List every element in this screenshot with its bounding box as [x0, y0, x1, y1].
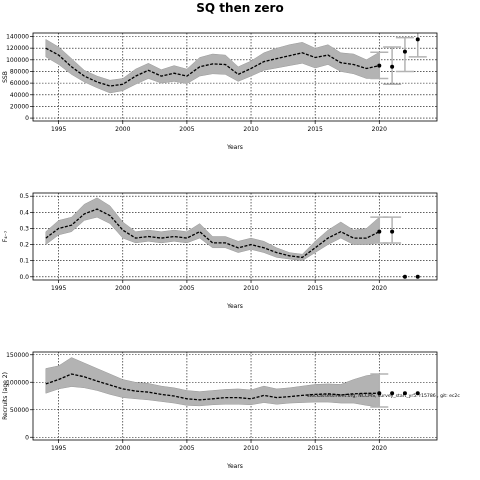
x-tick-label: 2020 — [372, 285, 387, 292]
projection-point — [402, 49, 407, 54]
plot-frame — [32, 351, 438, 441]
y-axis-label: Recruits (age 2) — [2, 372, 9, 420]
projection-point — [390, 64, 395, 69]
y-tick-label: 0.0 — [19, 274, 29, 281]
projection-point — [377, 391, 382, 396]
y-tick-label: 40000 — [10, 92, 29, 99]
y-tick-label: 20000 — [10, 103, 29, 110]
x-tick-label: 2005 — [179, 126, 194, 133]
projection-point — [390, 391, 395, 396]
y-tick-label: 120000 — [6, 45, 29, 52]
projection-point — [402, 391, 407, 396]
x-tick-label: 2000 — [115, 285, 130, 292]
projection-point — [377, 229, 382, 234]
plot-frame — [32, 32, 438, 122]
panel-f: 1995 2000 2005 2010 2015 2020 0.0 0.1 0.2 0.3 0.4 0… — [2, 192, 438, 310]
y-tick-label: 140000 — [6, 33, 29, 40]
panel-recruits: 1995 2000 2005 2010 2015 2020 0 50000 100000 1500… — [2, 351, 460, 470]
x-tick-label: 2000 — [115, 445, 130, 452]
projection-point — [390, 229, 395, 234]
x-tick-label: 2010 — [243, 445, 258, 452]
projection-point — [402, 274, 407, 279]
confidence-band — [45, 197, 380, 261]
median-line — [45, 373, 380, 401]
y-tick-label: 150000 — [6, 352, 29, 359]
median-line — [45, 208, 380, 259]
panel-ssb: 1995 2000 2005 2010 2015 2020 0 20000 40000 60000… — [2, 32, 438, 151]
y-tick-label: 0 — [25, 115, 29, 122]
projection-point — [415, 274, 420, 279]
figure-title: SQ then zero — [196, 1, 284, 15]
y-tick-label: 60000 — [10, 80, 29, 87]
y-tick-label: 0 — [25, 434, 29, 441]
y-tick-label: 80000 — [10, 68, 29, 75]
y-tick-label: 0.2 — [19, 242, 29, 249]
x-tick-label: 2005 — [179, 285, 194, 292]
y-tick-label: 100000 — [6, 57, 29, 64]
x-tick-label: 2015 — [308, 285, 323, 292]
x-tick-label: 1995 — [51, 126, 66, 133]
x-axis-label: Years — [226, 463, 243, 470]
x-tick-label: 2005 — [179, 445, 194, 452]
y-axis-label: F₄₋₇ — [2, 230, 9, 242]
x-tick-label: 2020 — [372, 445, 387, 452]
y-tick-label: 50000 — [10, 407, 29, 414]
x-tick-label: 1995 — [51, 285, 66, 292]
x-tick-label: 2000 — [115, 126, 130, 133]
confidence-band — [45, 38, 380, 94]
confidence-band — [45, 357, 380, 408]
projection-point — [415, 391, 420, 396]
median-line — [45, 47, 380, 87]
x-tick-label: 2010 — [243, 285, 258, 292]
x-tick-label: 1995 — [51, 445, 66, 452]
provenance-note: stockassessment.org, NCCMS, survey_start… — [307, 393, 460, 399]
plot-frame — [32, 192, 438, 281]
x-axis-label: Years — [226, 144, 243, 151]
y-tick-label: 0.3 — [19, 225, 29, 232]
y-tick-label: 0.4 — [19, 209, 29, 216]
x-tick-label: 2015 — [308, 126, 323, 133]
x-tick-label: 2010 — [243, 126, 258, 133]
y-tick-label: 100000 — [6, 379, 29, 386]
y-axis-label: SSB — [2, 71, 9, 83]
x-axis-label: Years — [226, 303, 243, 310]
x-tick-label: 2020 — [372, 126, 387, 133]
x-tick-label: 2015 — [308, 445, 323, 452]
y-tick-label: 0.5 — [19, 193, 29, 200]
y-tick-label: 0.1 — [19, 258, 29, 265]
projection-point — [377, 63, 382, 68]
projection-point — [415, 37, 420, 42]
